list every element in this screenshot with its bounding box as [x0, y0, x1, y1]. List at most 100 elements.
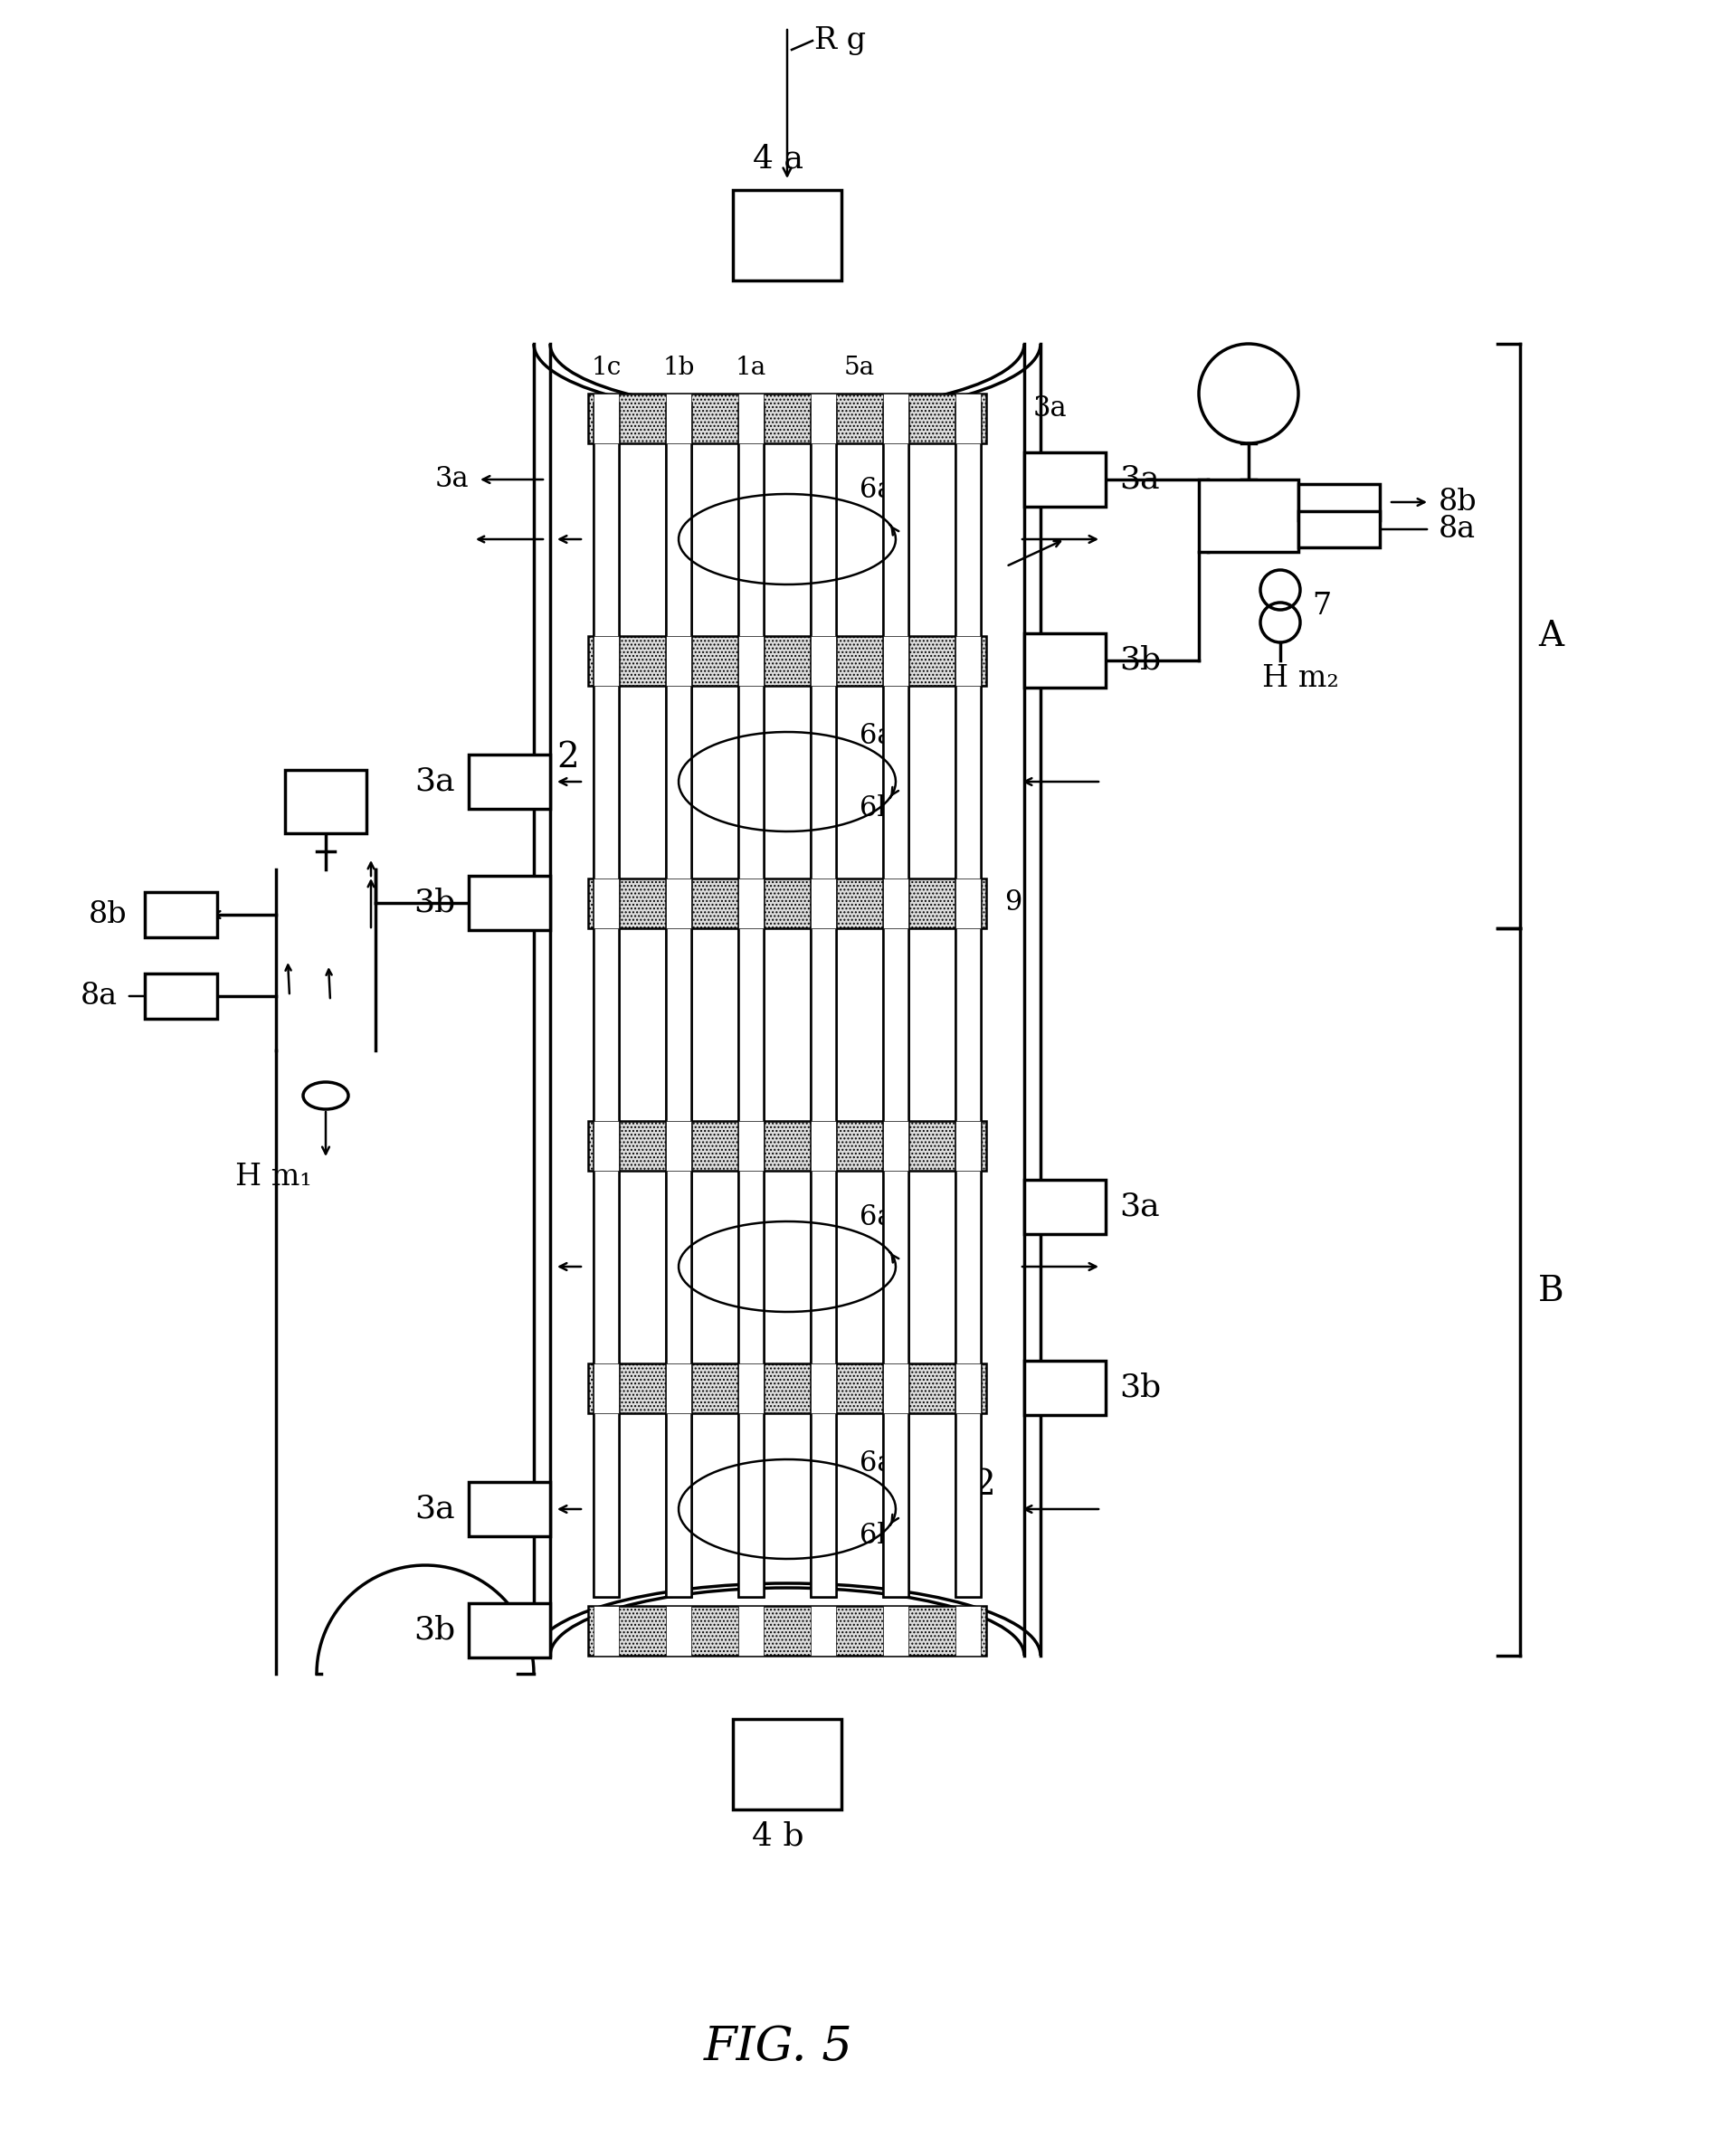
Bar — [468, 875, 550, 929]
Bar — [1199, 479, 1299, 552]
Bar — [738, 395, 764, 444]
Bar — [738, 1121, 764, 1171]
Bar — [955, 636, 980, 686]
Text: 3a: 3a — [1120, 1192, 1159, 1222]
Bar — [882, 395, 908, 444]
Bar — [666, 636, 691, 686]
Bar — [810, 1606, 836, 1656]
Text: H m₂: H m₂ — [1262, 664, 1338, 692]
Bar — [1023, 453, 1106, 507]
Bar — [666, 403, 691, 1598]
Bar — [468, 1481, 550, 1537]
Bar — [144, 975, 217, 1020]
Bar — [593, 877, 619, 929]
Bar — [955, 1121, 980, 1171]
Bar — [733, 1718, 841, 1809]
Bar — [810, 395, 836, 444]
Bar — [955, 395, 980, 444]
Text: 9: 9 — [1004, 888, 1022, 916]
Bar — [810, 636, 836, 686]
Text: M: M — [310, 787, 342, 817]
Bar — [733, 190, 841, 280]
Bar — [666, 877, 691, 929]
Bar — [593, 1606, 619, 1656]
Bar — [810, 403, 836, 1598]
Text: 1c: 1c — [592, 356, 621, 379]
Text: 6a: 6a — [860, 722, 893, 750]
Bar — [666, 1606, 691, 1656]
Bar — [666, 395, 691, 444]
Bar — [882, 1606, 908, 1656]
Bar — [666, 403, 691, 1598]
Bar — [588, 1121, 986, 1171]
Text: 3a: 3a — [415, 765, 456, 798]
Text: B: B — [1538, 1274, 1563, 1309]
Bar — [593, 395, 619, 444]
Text: 5a: 5a — [845, 356, 875, 379]
Bar — [588, 395, 986, 444]
Text: 3b: 3b — [413, 1615, 456, 1645]
Text: 3a: 3a — [435, 466, 468, 494]
Bar — [468, 755, 550, 808]
Text: 7: 7 — [1312, 591, 1331, 621]
Text: 8b: 8b — [88, 901, 127, 929]
Text: 2: 2 — [557, 740, 580, 774]
Text: A: A — [1538, 619, 1563, 653]
Bar — [738, 636, 764, 686]
Bar — [593, 403, 619, 1598]
Text: R g: R g — [814, 26, 865, 56]
Bar — [588, 877, 986, 929]
Bar — [955, 1606, 980, 1656]
Bar — [286, 770, 366, 832]
Text: 6a': 6a' — [860, 1203, 901, 1231]
Text: 6b: 6b — [860, 796, 894, 824]
Bar — [955, 877, 980, 929]
Bar — [882, 1121, 908, 1171]
Bar — [588, 1606, 986, 1656]
Bar — [1299, 485, 1379, 520]
Text: H m₁: H m₁ — [236, 1162, 311, 1192]
Bar — [666, 1121, 691, 1171]
Bar — [1023, 1179, 1106, 1233]
Bar — [738, 403, 764, 1598]
Bar — [666, 1363, 691, 1412]
Bar — [882, 403, 908, 1598]
Bar — [882, 877, 908, 929]
Text: 8a: 8a — [1438, 515, 1476, 543]
Bar — [1023, 1360, 1106, 1414]
Bar — [593, 636, 619, 686]
Bar — [955, 403, 980, 1598]
Text: FIG. 5: FIG. 5 — [703, 2024, 853, 2070]
Text: 1a: 1a — [736, 356, 767, 379]
Bar — [738, 877, 764, 929]
Text: 3b: 3b — [1120, 645, 1161, 675]
Text: 4 a: 4 a — [753, 142, 803, 175]
Text: 6b': 6b' — [860, 1522, 903, 1550]
Text: 4 b: 4 b — [752, 1822, 805, 1852]
Bar — [882, 1363, 908, 1412]
Bar — [810, 1363, 836, 1412]
Bar — [882, 403, 908, 1598]
Bar — [1023, 634, 1106, 688]
Text: 2: 2 — [974, 1468, 996, 1501]
Bar — [955, 1363, 980, 1412]
Bar — [588, 636, 986, 686]
Bar — [588, 1363, 986, 1412]
Text: 1b: 1b — [662, 356, 695, 379]
Bar — [468, 1604, 550, 1658]
Bar — [593, 403, 619, 1598]
Text: 6a': 6a' — [860, 1449, 901, 1477]
Bar — [144, 893, 217, 938]
Text: 8b: 8b — [1438, 487, 1477, 517]
Bar — [1299, 511, 1379, 548]
Bar — [810, 877, 836, 929]
Bar — [593, 1121, 619, 1171]
Bar — [593, 1363, 619, 1412]
Text: 3a: 3a — [415, 1494, 456, 1524]
Text: 8a: 8a — [81, 981, 117, 1011]
Bar — [550, 343, 1023, 1656]
Text: 6a: 6a — [860, 476, 893, 505]
Bar — [810, 403, 836, 1598]
Text: 3a: 3a — [1034, 395, 1068, 423]
Text: 3a: 3a — [1120, 464, 1159, 496]
